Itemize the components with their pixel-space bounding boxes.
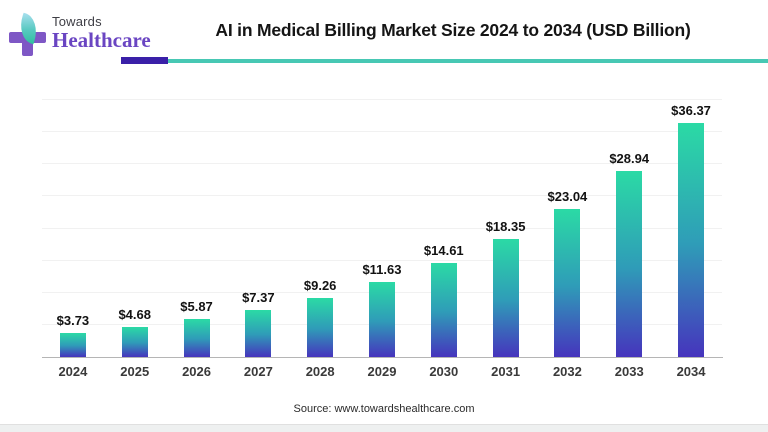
bar-column: $5.87	[166, 100, 228, 357]
bar-value-label: $28.94	[609, 151, 650, 167]
logo-healthcare-label: Healthcare	[52, 28, 151, 52]
bar-value-label: $7.37	[242, 289, 275, 305]
page-title: AI in Medical Billing Market Size 2024 t…	[215, 20, 691, 40]
bottom-strip	[0, 424, 768, 432]
x-axis-label: 2029	[367, 364, 397, 379]
x-axis-label: 2030	[429, 364, 459, 379]
bar-column: $9.26	[289, 100, 351, 357]
logo-towards-label: Towards	[52, 14, 102, 29]
x-axis-label: 2033	[614, 364, 644, 379]
gridline	[42, 227, 722, 229]
x-axis-label: 2028	[305, 364, 335, 379]
x-axis-label: 2027	[243, 364, 273, 379]
bar	[616, 171, 643, 357]
gridline	[42, 99, 722, 100]
divider-purple-segment	[121, 57, 168, 64]
gridline	[42, 259, 722, 261]
gridline	[42, 163, 722, 165]
divider-teal-segment	[168, 58, 768, 63]
x-axis-label: 2024	[58, 364, 88, 379]
bar	[430, 263, 457, 357]
bar-value-label: $11.63	[362, 262, 402, 278]
logo-text: Towards Healthcare	[52, 8, 151, 60]
bar-column: $28.94	[598, 100, 660, 357]
bar	[307, 297, 334, 357]
bar	[554, 209, 581, 357]
bar	[183, 319, 210, 357]
x-axis-label: 2031	[491, 364, 521, 379]
bar	[492, 239, 519, 357]
bar-value-label: $14.61	[423, 243, 464, 259]
source-label: Source: www.towardshealthcare.com	[293, 403, 475, 415]
x-axis-label: 2026	[182, 364, 211, 379]
bar-column: $23.04	[537, 100, 599, 357]
bar-value-label: $18.35	[485, 219, 526, 235]
years-row: 2024 2025 2026 2027 2028 2029 2030 2031 2032 2033…	[42, 364, 722, 379]
bar-column: $7.37	[227, 100, 289, 357]
bar-value-label: $9.26	[303, 277, 337, 293]
logo: Towards Healthcare	[8, 8, 258, 60]
title-divider	[0, 57, 768, 66]
bar-column: $36.37	[660, 100, 722, 357]
bar-value-label: $4.68	[118, 306, 151, 322]
gridline	[42, 195, 722, 197]
x-axis-label: 2032	[552, 364, 582, 379]
x-axis-line	[42, 356, 723, 358]
bar-column: $11.63	[351, 100, 413, 357]
logo-cross-leaf-icon	[8, 8, 46, 60]
bars-row: $3.73 $4.68 $5.87 $7.37 $9.26 $11.63 $14.61 $18…	[42, 100, 722, 357]
x-axis-label: 2034	[676, 364, 706, 379]
bar-column: $3.73	[42, 100, 104, 357]
bar-value-label: $3.73	[56, 313, 90, 328]
bar-column: $4.68	[104, 100, 166, 357]
bar-value-label: $5.87	[180, 299, 213, 315]
bar-column: $18.35	[475, 100, 537, 357]
bar	[59, 333, 86, 357]
bar-column: $14.61	[413, 100, 475, 357]
x-axis-label: 2025	[120, 364, 150, 379]
bar	[245, 309, 272, 357]
bar	[678, 123, 705, 357]
gridline	[42, 131, 722, 133]
bar-value-label: $23.04	[547, 189, 588, 204]
bar-value-label: $36.37	[671, 103, 711, 119]
bar	[121, 326, 148, 357]
bar	[368, 282, 395, 357]
